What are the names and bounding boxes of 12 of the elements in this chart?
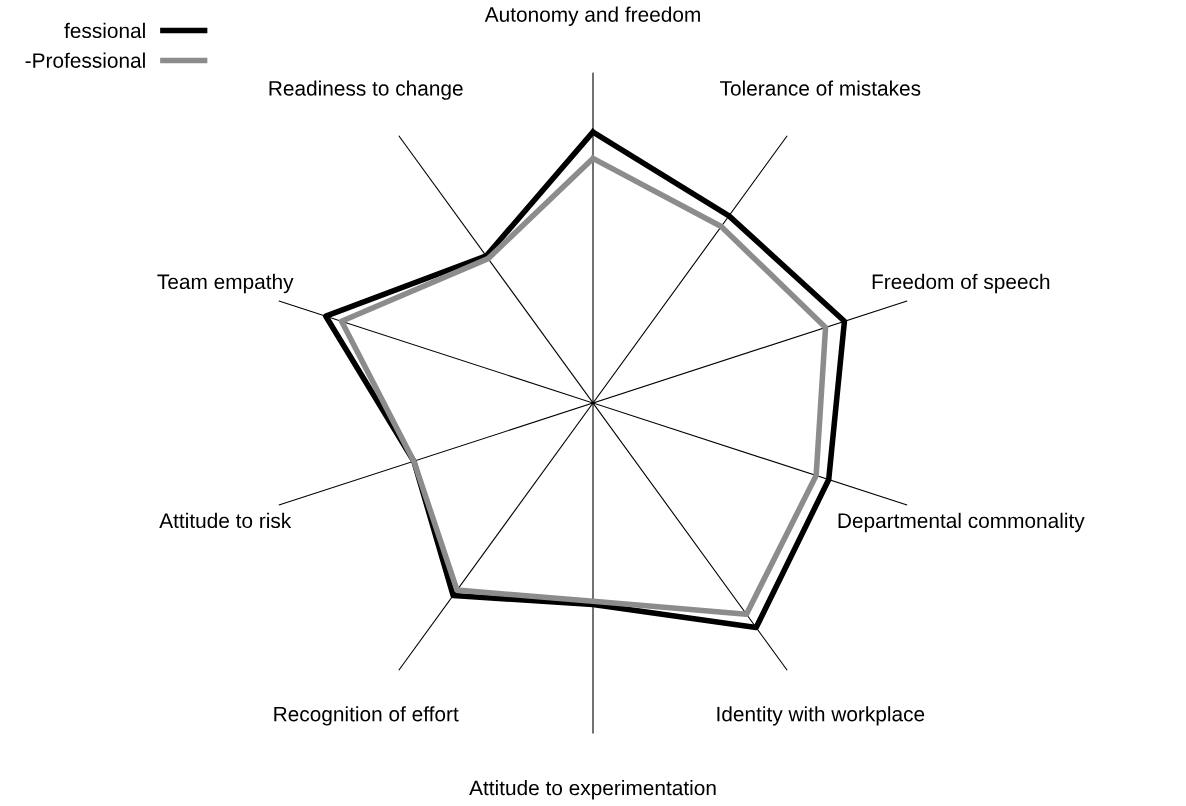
spoke-label: Departmental commonality [838,512,1085,533]
spoke-label: Attitude to experimentation [469,780,716,800]
spoke-label: Identity with workplace [717,706,925,726]
legend-label: fessional [64,22,145,39]
spoke-label: Attitude to risk [159,512,292,529]
legend-label: -Professional [25,52,145,68]
spoke-label: Freedom of speech [872,273,1050,294]
spoke-label: Recognition of effort [274,706,459,726]
spoke-label: Team empathy [157,273,294,294]
spoke-label: Autonomy and freedom [484,6,700,26]
spoke-label: Readiness to change [269,80,463,100]
spoke-label: Tolerance of mistakes [720,80,921,96]
